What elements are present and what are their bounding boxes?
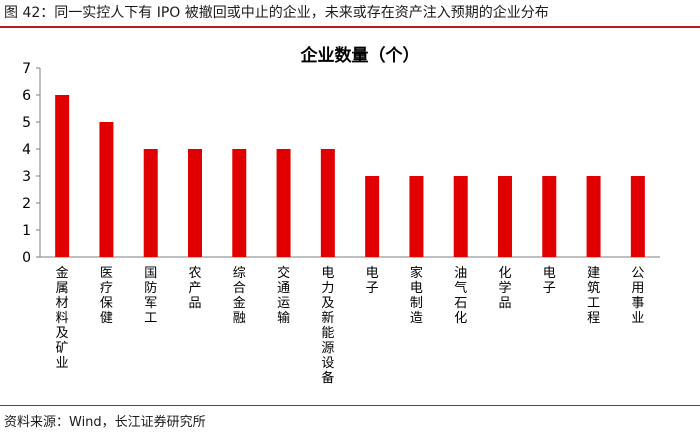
figure-header: 图 42：同一实控人下有 IPO 被撤回或中止的企业，未来或存在资产注入预期的企…: [0, 0, 700, 28]
x-tick-label: 家电制造: [410, 265, 423, 326]
bar: [320, 149, 335, 257]
y-tick-label: 6: [22, 88, 31, 104]
bars: [55, 95, 645, 257]
x-tick-label: 电力及新能源设备: [321, 266, 334, 386]
x-tick-label: 化学品: [498, 266, 511, 311]
y-tick-label: 3: [22, 169, 31, 185]
y-axis: 0 1 2 3 4 5 6 7: [22, 61, 660, 266]
figure-source: 资料来源：Wind，长江证券研究所: [4, 415, 206, 430]
bar: [498, 176, 512, 257]
x-tick-label: 公用事业: [631, 266, 644, 326]
x-tick-label: 医疗保健: [100, 266, 113, 326]
x-tick-label: 金属材料及矿业: [56, 265, 69, 371]
x-tick-label: 电子: [366, 266, 379, 296]
bar: [453, 176, 468, 257]
y-tick-label: 7: [22, 61, 31, 77]
bar: [542, 176, 557, 257]
figure-caption: 图 42：同一实控人下有 IPO 被撤回或中止的企业，未来或存在资产注入预期的企…: [4, 5, 549, 21]
bar: [232, 149, 247, 257]
bar: [276, 149, 291, 257]
x-tick-label: 电子: [543, 266, 556, 296]
y-tick-label: 1: [22, 223, 31, 239]
bar: [586, 176, 601, 257]
y-tick-label: 4: [22, 142, 31, 158]
x-tick-label: 油气石化: [454, 266, 467, 326]
y-tick-label: 5: [22, 115, 31, 131]
y-tick-label: 2: [22, 196, 31, 212]
chart-title: 企业数量（个）: [300, 46, 420, 66]
x-tick-label: 农产品: [188, 266, 201, 311]
x-tick-label: 建筑工程: [587, 266, 600, 326]
bar: [365, 176, 380, 257]
y-tick-label: 0: [22, 250, 31, 266]
bar: [630, 176, 645, 257]
bar: [188, 149, 202, 257]
bar-chart: 0 1 2 3 4 5 6 7 金属材料及矿业 医疗保健 国防军工 农产品 综合金融 交通运输 电力及新能…: [22, 61, 660, 386]
figure-footer: 资料来源：Wind，长江证券研究所: [0, 405, 700, 447]
x-tick-label: 交通运输: [277, 265, 290, 326]
bar: [143, 149, 158, 257]
x-tick-label: 综合金融: [233, 266, 246, 326]
x-tick-label: 国防军工: [144, 266, 157, 326]
bar: [409, 176, 424, 257]
bar: [55, 95, 70, 257]
bar: [99, 122, 114, 257]
x-axis-labels: 金属材料及矿业 医疗保健 国防军工 农产品 综合金融 交通运输 电力及新能源设备 电子 家电制造…: [56, 265, 645, 386]
